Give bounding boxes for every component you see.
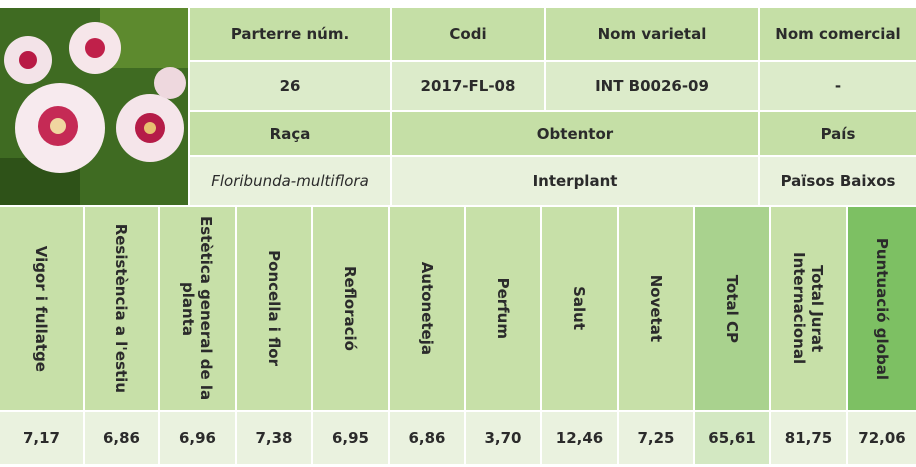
value-cell: INT B0026-09 — [546, 62, 758, 110]
header-cell-text: Nom varietal — [598, 25, 707, 43]
score-header: Poncella i flor — [237, 207, 311, 410]
header-cell: Raça — [190, 112, 390, 155]
value-cell: 26 — [190, 62, 390, 110]
score-header-text: Estètica general de la planta — [180, 207, 216, 410]
header-cell-text: Obtentor — [537, 125, 613, 143]
header-cell: Nom varietal — [546, 8, 758, 60]
score-value-text: 7,25 — [637, 429, 674, 447]
score-header-text: Resistència a l'estiu — [113, 224, 131, 393]
score-value-text: 6,86 — [408, 429, 445, 447]
score-value: 65,61 — [695, 412, 769, 464]
score-value: 7,17 — [0, 412, 83, 464]
value-cell-text: Interplant — [533, 172, 618, 190]
value-cell: - — [760, 62, 916, 110]
header-cell: País — [760, 112, 916, 155]
header-cell: Codi — [392, 8, 544, 60]
score-value: 81,75 — [771, 412, 846, 464]
header-cell: Nom comercial — [760, 8, 916, 60]
score-header-text: Puntuació global — [873, 237, 891, 379]
value-cell-text: 2017-FL-08 — [421, 77, 516, 95]
score-value: 12,46 — [542, 412, 617, 464]
score-value-text: 7,17 — [23, 429, 60, 447]
score-header-text: Total CP — [723, 274, 741, 342]
score-header: Estètica general de la planta — [160, 207, 235, 410]
score-header: Total Jurat Internacional — [771, 207, 846, 410]
score-value: 7,25 — [619, 412, 693, 464]
score-value-text: 12,46 — [556, 429, 603, 447]
score-header: Puntuació global — [848, 207, 916, 410]
score-header-text: Total Jurat Internacional — [791, 207, 827, 410]
score-header: Autoneteja — [390, 207, 464, 410]
score-header-text: Perfum — [494, 278, 512, 339]
header-cell-text: Nom comercial — [775, 25, 900, 43]
value-cell-text: 26 — [280, 77, 301, 95]
score-value-text: 3,70 — [484, 429, 521, 447]
value-cell-text: Floribunda-multiflora — [211, 172, 369, 190]
rose-photo — [0, 8, 188, 205]
score-value-text: 6,86 — [103, 429, 140, 447]
header-cell-text: Codi — [449, 25, 486, 43]
score-value-text: 6,96 — [179, 429, 216, 447]
value-cell-text: INT B0026-09 — [595, 77, 709, 95]
score-value: 6,86 — [85, 412, 158, 464]
value-cell: Països Baixos — [760, 157, 916, 205]
header-cell: Parterre núm. — [190, 8, 390, 60]
score-header-text: Vigor i fullatge — [33, 245, 51, 371]
score-value: 7,38 — [237, 412, 311, 464]
value-cell: Floribunda-multiflora — [190, 157, 390, 205]
header-cell-text: Parterre núm. — [231, 25, 349, 43]
header-cell-text: Raça — [270, 125, 311, 143]
score-header: Refloració — [313, 207, 388, 410]
score-header: Total CP — [695, 207, 769, 410]
score-value: 3,70 — [466, 412, 540, 464]
score-header: Vigor i fullatge — [0, 207, 83, 410]
score-value-text: 7,38 — [255, 429, 292, 447]
value-cell-text: - — [835, 77, 841, 95]
value-cell-text: Països Baixos — [781, 172, 896, 190]
score-value: 6,86 — [390, 412, 464, 464]
score-header: Novetat — [619, 207, 693, 410]
score-value-text: 6,95 — [332, 429, 369, 447]
score-header: Perfum — [466, 207, 540, 410]
score-value: 6,95 — [313, 412, 388, 464]
score-header-text: Autoneteja — [418, 262, 436, 355]
score-value: 6,96 — [160, 412, 235, 464]
page: Parterre núm. 26 Codi 2017-FL-08 Nom varieta… — [0, 0, 916, 467]
value-cell: 2017-FL-08 — [392, 62, 544, 110]
score-header-text: Novetat — [647, 275, 665, 342]
score-value-text: 65,61 — [708, 429, 755, 447]
score-header: Resistència a l'estiu — [85, 207, 158, 410]
score-value: 72,06 — [848, 412, 916, 464]
score-header-text: Salut — [571, 287, 589, 331]
score-header: Salut — [542, 207, 617, 410]
header-cell: Obtentor — [392, 112, 758, 155]
header-cell-text: País — [821, 125, 856, 143]
score-value-text: 72,06 — [858, 429, 905, 447]
value-cell: Interplant — [392, 157, 758, 205]
score-header-text: Refloració — [342, 266, 360, 351]
score-header-text: Poncella i flor — [265, 251, 283, 367]
score-value-text: 81,75 — [785, 429, 832, 447]
